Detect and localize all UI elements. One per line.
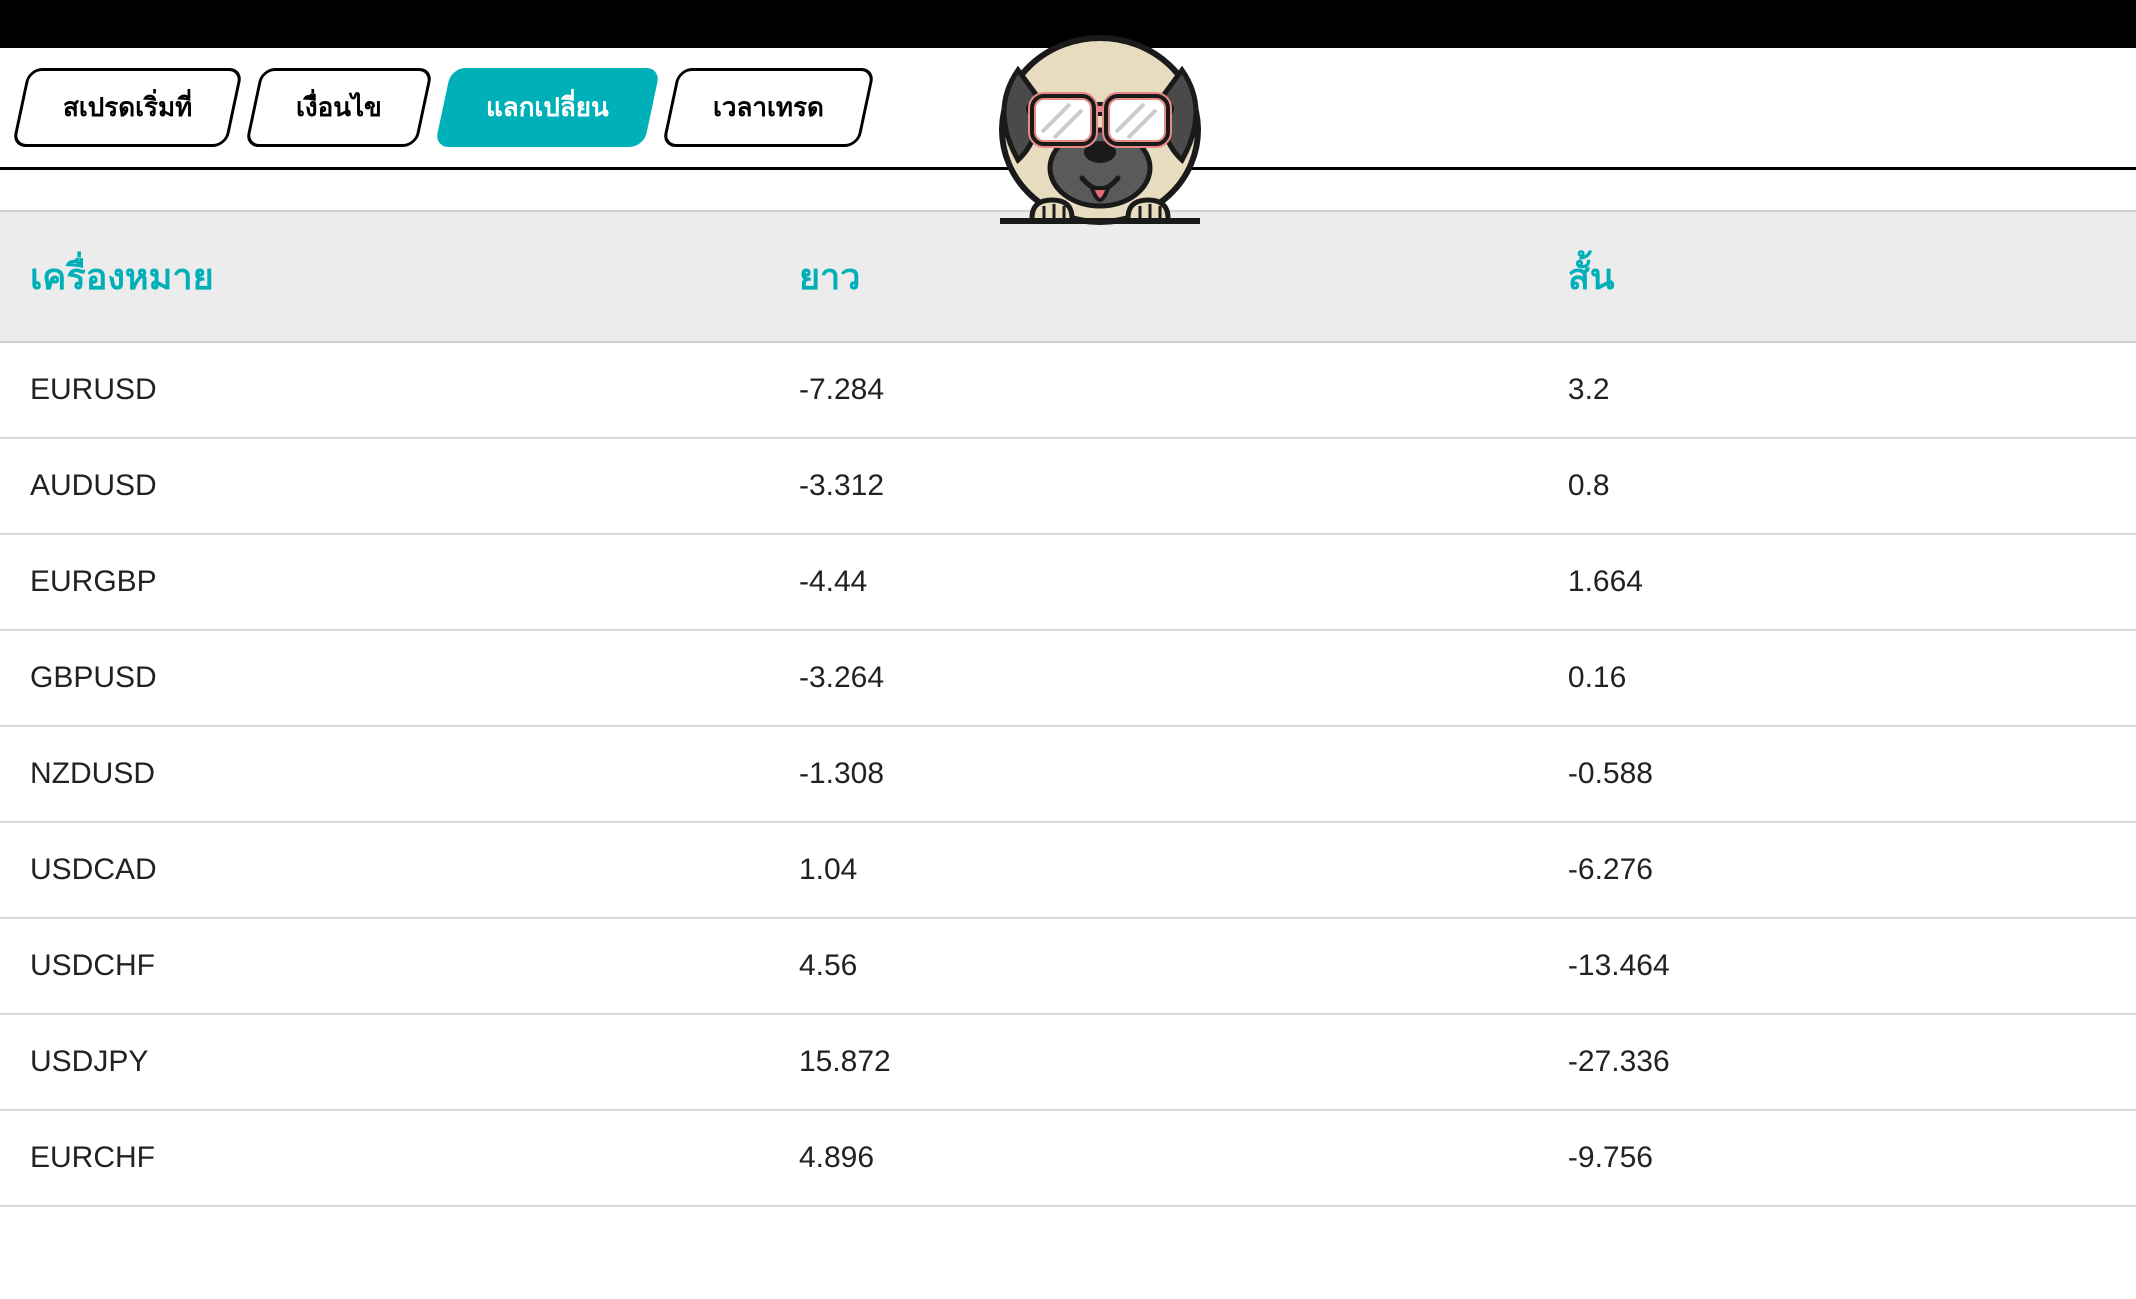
pug-mascot-icon <box>970 0 1230 260</box>
table-row: USDCHF 4.56 -13.464 <box>0 918 2136 1014</box>
tab-label: เงื่อนไข <box>296 87 382 128</box>
table-row: EURUSD -7.284 3.2 <box>0 342 2136 438</box>
cell-long: 4.56 <box>769 918 1538 1014</box>
table-row: USDCAD 1.04 -6.276 <box>0 822 2136 918</box>
cell-long: -3.312 <box>769 438 1538 534</box>
cell-long: -3.264 <box>769 630 1538 726</box>
tabs-row: สเปรดเริ่มที่ เงื่อนไข แลกเปลี่ยน เวลาเท… <box>0 48 2136 167</box>
cell-short: -13.464 <box>1538 918 2136 1014</box>
cell-long: 15.872 <box>769 1014 1538 1110</box>
col-header-short: สั้น <box>1538 211 2136 342</box>
cell-symbol: EURGBP <box>0 534 769 630</box>
cell-symbol: EURUSD <box>0 342 769 438</box>
cell-symbol: GBPUSD <box>0 630 769 726</box>
cell-symbol: EURCHF <box>0 1110 769 1206</box>
cell-short: -6.276 <box>1538 822 2136 918</box>
table-row: USDJPY 15.872 -27.336 <box>0 1014 2136 1110</box>
swap-table: เครื่องหมาย ยาว สั้น EURUSD -7.284 3.2 A… <box>0 210 2136 1207</box>
tab-trading-hours[interactable]: เวลาเทรด <box>661 68 875 147</box>
cell-long: 1.04 <box>769 822 1538 918</box>
table-row: AUDUSD -3.312 0.8 <box>0 438 2136 534</box>
cell-short: 3.2 <box>1538 342 2136 438</box>
col-header-symbol: เครื่องหมาย <box>0 211 769 342</box>
table-row: NZDUSD -1.308 -0.588 <box>0 726 2136 822</box>
cell-long: -1.308 <box>769 726 1538 822</box>
cell-long: 4.896 <box>769 1110 1538 1206</box>
tab-spread[interactable]: สเปรดเริ่มที่ <box>12 68 244 147</box>
tab-conditions[interactable]: เงื่อนไข <box>245 68 434 147</box>
tab-swap[interactable]: แลกเปลี่ยน <box>435 68 661 147</box>
cell-short: 1.664 <box>1538 534 2136 630</box>
swap-table-wrap: เครื่องหมาย ยาว สั้น EURUSD -7.284 3.2 A… <box>0 170 2136 1207</box>
table-row: EURGBP -4.44 1.664 <box>0 534 2136 630</box>
cell-short: -9.756 <box>1538 1110 2136 1206</box>
cell-symbol: USDCHF <box>0 918 769 1014</box>
tab-label: เวลาเทรด <box>713 87 824 128</box>
cell-long: -7.284 <box>769 342 1538 438</box>
cell-short: 0.8 <box>1538 438 2136 534</box>
cell-short: -0.588 <box>1538 726 2136 822</box>
cell-symbol: USDJPY <box>0 1014 769 1110</box>
tab-label: สเปรดเริ่มที่ <box>63 87 192 128</box>
cell-short: -27.336 <box>1538 1014 2136 1110</box>
cell-symbol: USDCAD <box>0 822 769 918</box>
cell-symbol: AUDUSD <box>0 438 769 534</box>
tab-label: แลกเปลี่ยน <box>486 87 609 128</box>
cell-short: 0.16 <box>1538 630 2136 726</box>
cell-symbol: NZDUSD <box>0 726 769 822</box>
table-row: EURCHF 4.896 -9.756 <box>0 1110 2136 1206</box>
cell-long: -4.44 <box>769 534 1538 630</box>
table-row: GBPUSD -3.264 0.16 <box>0 630 2136 726</box>
